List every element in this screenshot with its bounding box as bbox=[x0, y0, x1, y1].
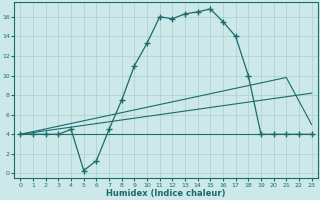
X-axis label: Humidex (Indice chaleur): Humidex (Indice chaleur) bbox=[106, 189, 226, 198]
